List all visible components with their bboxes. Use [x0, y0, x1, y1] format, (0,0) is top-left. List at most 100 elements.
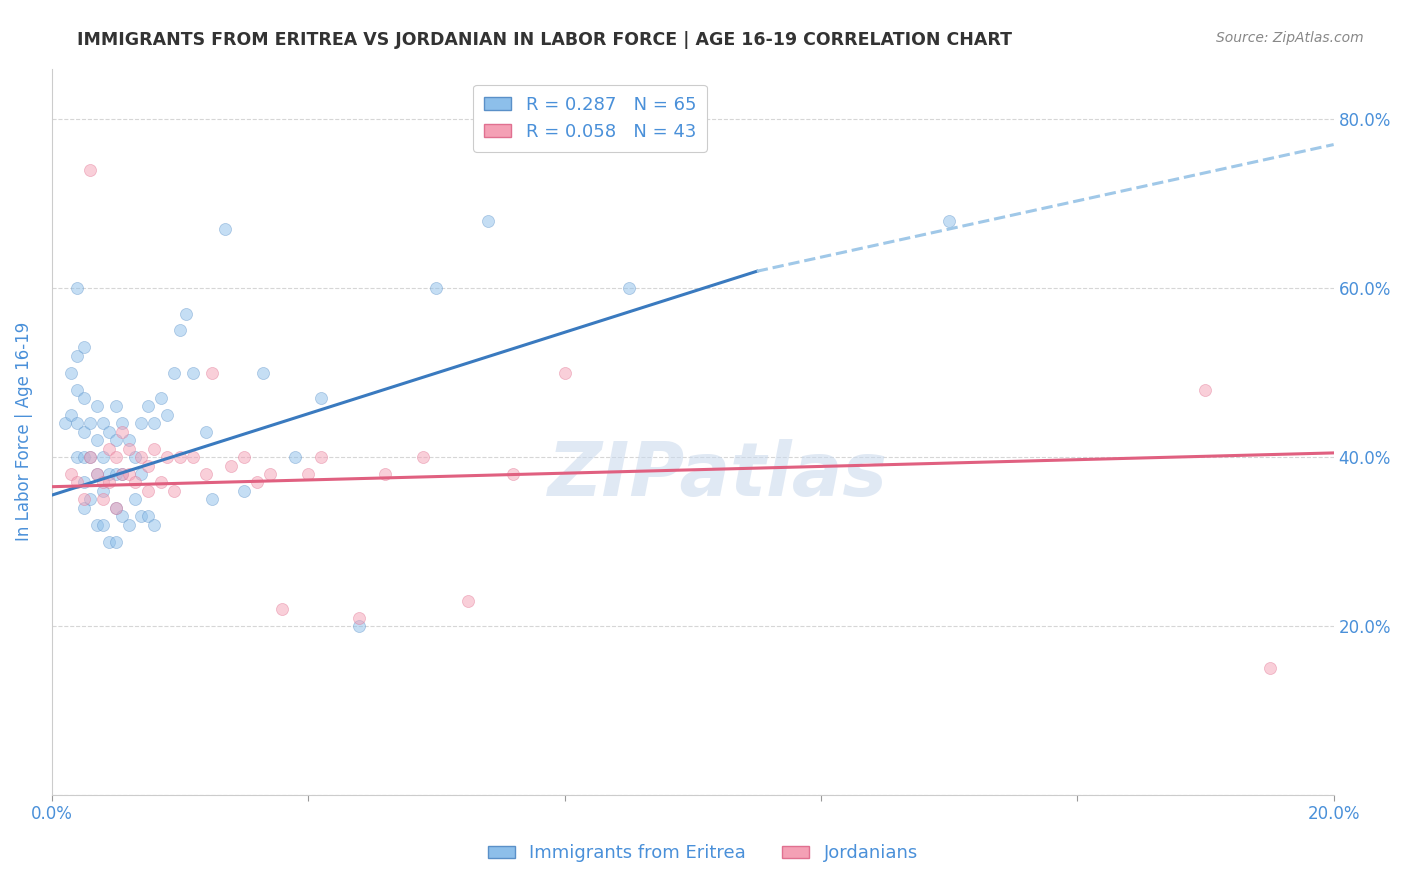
- Point: [457, 593, 479, 607]
- Point: [86, 467, 108, 481]
- Point: [73, 391, 96, 405]
- Point: [73, 500, 96, 515]
- Point: [149, 475, 172, 490]
- Text: ZIPatlas: ZIPatlas: [548, 439, 889, 512]
- Point: [66, 281, 89, 295]
- Point: [118, 434, 141, 448]
- Point: [309, 450, 332, 464]
- Point: [233, 483, 256, 498]
- Text: IMMIGRANTS FROM ERITREA VS JORDANIAN IN LABOR FORCE | AGE 16-19 CORRELATION CHAR: IMMIGRANTS FROM ERITREA VS JORDANIAN IN …: [77, 31, 1012, 49]
- Point: [66, 417, 89, 431]
- Point: [59, 366, 82, 380]
- Point: [246, 475, 269, 490]
- Point: [66, 475, 89, 490]
- Point: [162, 483, 184, 498]
- Point: [169, 323, 191, 337]
- Point: [73, 492, 96, 507]
- Point: [104, 500, 127, 515]
- Point: [86, 400, 108, 414]
- Point: [194, 467, 217, 481]
- Point: [66, 383, 89, 397]
- Point: [374, 467, 396, 481]
- Point: [149, 391, 172, 405]
- Point: [136, 400, 159, 414]
- Point: [938, 213, 960, 227]
- Point: [73, 475, 96, 490]
- Point: [617, 281, 640, 295]
- Point: [259, 467, 281, 481]
- Point: [91, 483, 114, 498]
- Point: [91, 450, 114, 464]
- Point: [91, 517, 114, 532]
- Point: [477, 213, 499, 227]
- Point: [181, 450, 204, 464]
- Point: [143, 442, 166, 456]
- Point: [297, 467, 319, 481]
- Point: [349, 619, 371, 633]
- Point: [156, 408, 179, 422]
- Point: [111, 509, 134, 524]
- Point: [162, 366, 184, 380]
- Point: [98, 425, 121, 439]
- Point: [79, 162, 101, 177]
- Point: [79, 450, 101, 464]
- Point: [201, 366, 224, 380]
- Point: [118, 467, 141, 481]
- Point: [271, 602, 294, 616]
- Point: [79, 450, 101, 464]
- Point: [104, 434, 127, 448]
- Point: [201, 492, 224, 507]
- Point: [104, 534, 127, 549]
- Point: [284, 450, 307, 464]
- Point: [98, 534, 121, 549]
- Point: [136, 483, 159, 498]
- Point: [111, 417, 134, 431]
- Point: [66, 450, 89, 464]
- Point: [131, 417, 153, 431]
- Point: [86, 517, 108, 532]
- Point: [111, 467, 134, 481]
- Point: [124, 450, 146, 464]
- Point: [86, 467, 108, 481]
- Legend: Immigrants from Eritrea, Jordanians: Immigrants from Eritrea, Jordanians: [481, 838, 925, 870]
- Point: [118, 517, 141, 532]
- Point: [86, 434, 108, 448]
- Point: [131, 467, 153, 481]
- Point: [349, 610, 371, 624]
- Point: [1258, 661, 1281, 675]
- Point: [104, 450, 127, 464]
- Point: [111, 467, 134, 481]
- Point: [131, 509, 153, 524]
- Point: [98, 442, 121, 456]
- Point: [91, 417, 114, 431]
- Point: [176, 306, 198, 320]
- Point: [104, 500, 127, 515]
- Point: [136, 458, 159, 473]
- Point: [181, 366, 204, 380]
- Point: [91, 475, 114, 490]
- Point: [252, 366, 274, 380]
- Point: [425, 281, 447, 295]
- Point: [59, 408, 82, 422]
- Point: [104, 467, 127, 481]
- Point: [59, 467, 82, 481]
- Point: [214, 222, 236, 236]
- Point: [73, 340, 96, 354]
- Point: [91, 492, 114, 507]
- Point: [79, 417, 101, 431]
- Point: [98, 475, 121, 490]
- Point: [309, 391, 332, 405]
- Point: [111, 425, 134, 439]
- Point: [219, 458, 242, 473]
- Point: [73, 450, 96, 464]
- Point: [143, 517, 166, 532]
- Point: [136, 509, 159, 524]
- Point: [1194, 383, 1216, 397]
- Point: [79, 492, 101, 507]
- Point: [143, 417, 166, 431]
- Point: [98, 467, 121, 481]
- Point: [66, 349, 89, 363]
- Point: [194, 425, 217, 439]
- Point: [104, 400, 127, 414]
- Point: [131, 450, 153, 464]
